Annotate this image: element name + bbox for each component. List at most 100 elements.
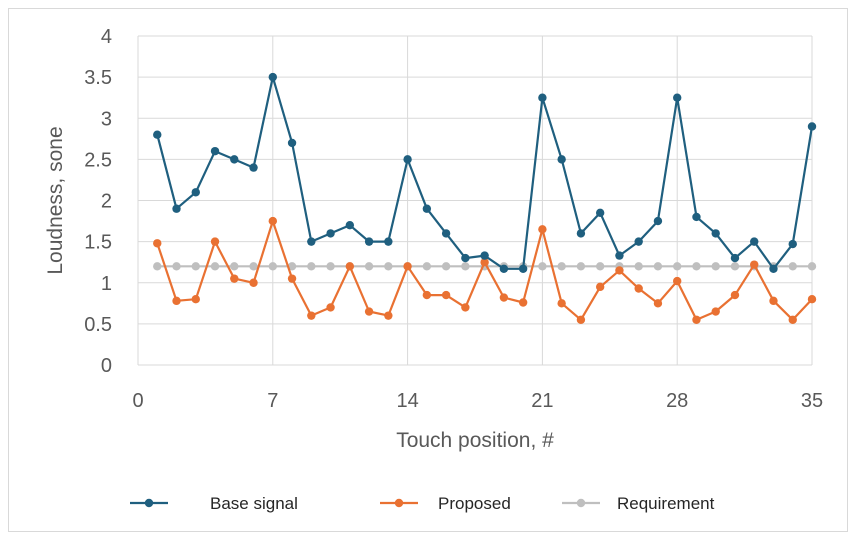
x-tick-label: 35	[801, 390, 823, 412]
data-point-requirement	[230, 262, 239, 271]
data-point-proposed	[499, 293, 509, 302]
data-point-base-signal	[268, 72, 277, 82]
legend-item-proposed: Proposed	[380, 494, 511, 513]
legend-label: Proposed	[438, 494, 511, 513]
data-point-base-signal	[422, 204, 432, 213]
data-point-requirement	[191, 262, 200, 271]
data-point-proposed	[287, 274, 297, 283]
grid-lines	[137, 35, 813, 366]
data-point-proposed	[576, 315, 586, 324]
data-point-requirement	[307, 262, 316, 271]
data-point-requirement	[249, 262, 258, 271]
y-tick-label: 0	[101, 355, 112, 377]
data-point-base-signal	[518, 264, 528, 273]
data-point-base-signal	[788, 239, 797, 249]
x-tick-label: 14	[396, 390, 418, 412]
data-point-requirement	[461, 262, 470, 271]
data-point-base-signal	[364, 237, 374, 246]
data-point-proposed	[480, 257, 489, 267]
data-point-base-signal	[576, 229, 586, 238]
data-point-proposed	[750, 260, 759, 269]
data-point-base-signal	[634, 237, 643, 246]
data-point-requirement	[287, 262, 297, 271]
data-point-proposed	[307, 311, 316, 320]
data-point-requirement	[268, 262, 277, 271]
data-point-base-signal	[711, 229, 720, 238]
data-point-proposed	[191, 295, 200, 304]
data-point-base-signal	[499, 264, 509, 273]
data-point-base-signal	[249, 163, 258, 172]
y-tick-label: 4	[101, 26, 112, 48]
data-point-proposed	[345, 262, 355, 271]
data-point-requirement	[807, 262, 817, 271]
data-point-requirement	[326, 262, 335, 271]
y-axis-title: Loudness, sone	[44, 126, 67, 274]
x-tick-label: 0	[132, 390, 143, 412]
data-point-base-signal	[673, 93, 682, 102]
legend-marker	[144, 498, 154, 508]
data-point-base-signal	[230, 155, 239, 164]
data-point-base-signal	[345, 220, 355, 230]
data-point-base-signal	[653, 216, 663, 226]
series-proposed	[153, 216, 817, 324]
series-line-base-signal	[156, 75, 814, 270]
data-point-proposed	[422, 290, 432, 300]
data-point-proposed	[615, 266, 624, 275]
data-point-requirement	[422, 262, 432, 271]
data-point-base-signal	[384, 237, 393, 246]
x-tick-label: 7	[267, 390, 278, 412]
data-point-base-signal	[210, 146, 220, 156]
data-point-requirement	[576, 262, 586, 271]
data-point-base-signal	[595, 208, 605, 218]
data-point-proposed	[230, 274, 239, 283]
data-point-proposed	[268, 216, 277, 226]
data-point-requirement	[384, 262, 393, 271]
data-point-base-signal	[480, 251, 489, 260]
y-tick-label: 3	[101, 108, 112, 130]
x-axis-title: Touch position, #	[396, 429, 554, 452]
data-point-proposed	[557, 299, 566, 308]
data-point-base-signal	[750, 237, 759, 246]
data-point-requirement	[653, 262, 663, 271]
data-point-base-signal	[287, 138, 297, 148]
data-point-requirement	[634, 262, 643, 271]
data-point-proposed	[711, 307, 720, 316]
legend-marker	[394, 498, 404, 508]
data-point-proposed	[692, 315, 701, 324]
data-point-base-signal	[730, 253, 740, 263]
data-point-proposed	[461, 303, 470, 312]
data-point-proposed	[403, 262, 412, 271]
y-tick-label: 2	[101, 191, 112, 213]
data-point-requirement	[538, 262, 547, 271]
y-tick-label: 2.5	[84, 149, 112, 171]
data-point-proposed	[153, 239, 162, 248]
data-point-proposed	[538, 225, 547, 234]
data-point-requirement	[210, 262, 220, 271]
data-point-base-signal	[461, 253, 470, 263]
y-tick-label: 3.5	[84, 67, 112, 89]
data-point-proposed	[384, 311, 393, 320]
y-tick-label: 0.5	[84, 314, 112, 336]
data-point-requirement	[557, 262, 566, 271]
data-point-requirement	[595, 262, 605, 271]
data-point-proposed	[326, 303, 335, 312]
data-point-proposed	[807, 295, 817, 304]
legend-label: Requirement	[617, 494, 715, 513]
data-point-proposed	[653, 299, 663, 308]
series-base-signal	[153, 72, 817, 273]
data-point-base-signal	[172, 204, 181, 213]
data-point-requirement	[692, 262, 701, 271]
data-point-requirement	[364, 262, 374, 271]
legend-marker	[576, 498, 586, 508]
data-point-proposed	[673, 276, 682, 286]
data-point-proposed	[595, 282, 605, 292]
data-point-proposed	[634, 284, 643, 293]
data-point-base-signal	[615, 251, 624, 260]
data-point-base-signal	[307, 237, 316, 246]
data-point-proposed	[769, 296, 778, 306]
data-point-base-signal	[538, 93, 547, 102]
data-point-base-signal	[692, 212, 701, 222]
y-tick-label: 1.5	[84, 232, 112, 254]
data-point-base-signal	[403, 155, 412, 164]
